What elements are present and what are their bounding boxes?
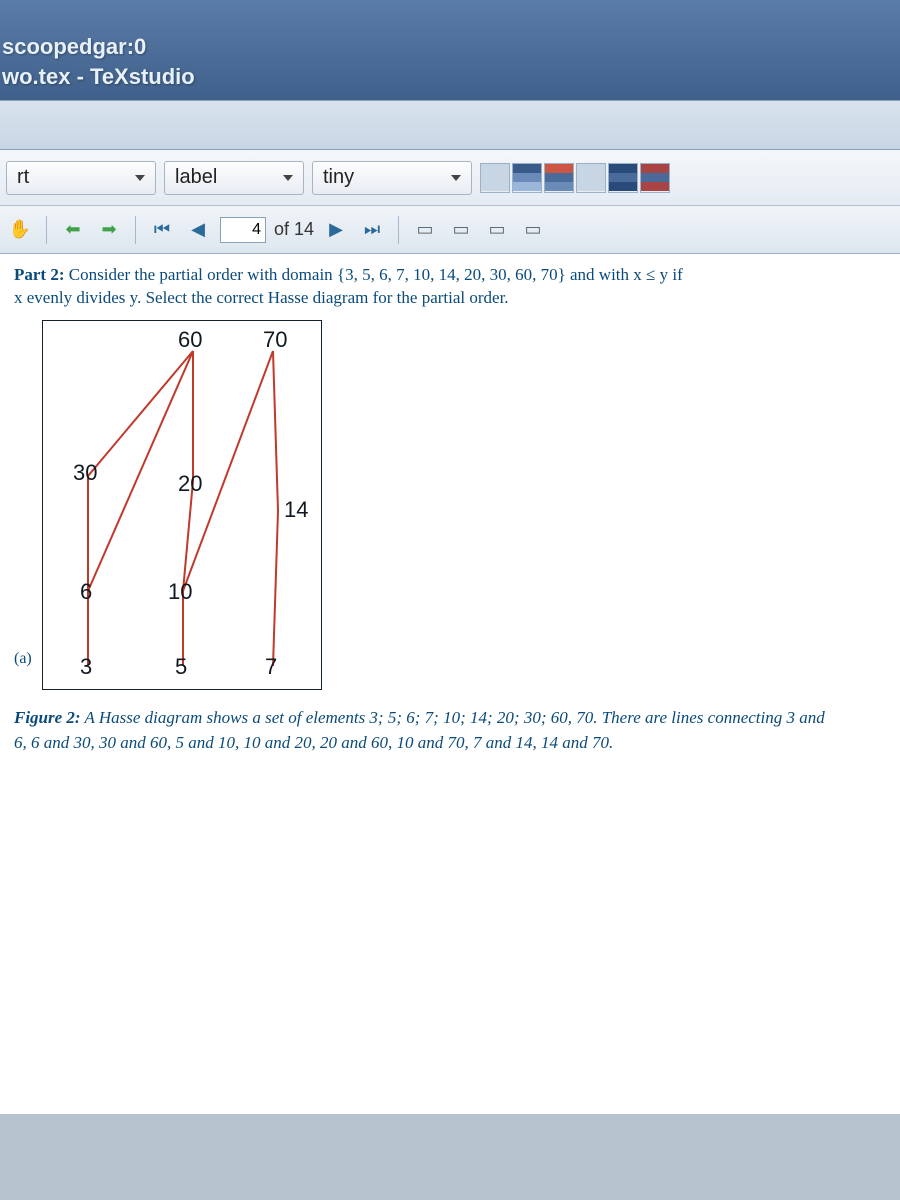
- pdf-page: Part 2: Consider the partial order with …: [0, 254, 900, 1114]
- section-dropdown[interactable]: rt: [6, 161, 156, 195]
- section-format-toolbar: rt label tiny: [0, 150, 900, 206]
- caption-figure-number: Figure 2:: [14, 708, 81, 727]
- column-layout-icon[interactable]: [544, 163, 574, 193]
- separator: [135, 216, 136, 244]
- svg-text:3: 3: [80, 654, 92, 679]
- column-layout-icon[interactable]: [608, 163, 638, 193]
- svg-text:20: 20: [178, 471, 202, 496]
- menubar-strip: [0, 100, 900, 150]
- last-page-icon[interactable]: ⏭: [358, 216, 386, 244]
- part-label: Part 2:: [14, 265, 65, 284]
- pdf-nav-toolbar: ✋ ⬅ ➡ ⏮ ◀ of 14 ▶ ⏭ ▭ ▭ ▭ ▭: [0, 206, 900, 254]
- svg-text:60: 60: [178, 327, 202, 352]
- column-layout-icon[interactable]: [640, 163, 670, 193]
- figure-label-a: (a): [14, 320, 32, 668]
- column-layout-icon[interactable]: [512, 163, 542, 193]
- size-dropdown[interactable]: tiny: [312, 161, 472, 195]
- hasse-diagram: 3 5 7 6 10 14 30 20 60 70: [42, 320, 322, 690]
- zoom-actual-icon[interactable]: ▭: [411, 216, 439, 244]
- column-layout-icon[interactable]: [480, 163, 510, 193]
- svg-text:10: 10: [168, 579, 192, 604]
- figure-caption: Figure 2: A Hasse diagram shows a set of…: [14, 706, 834, 755]
- svg-text:30: 30: [73, 460, 97, 485]
- figure-row: (a) 3 5 7 6 10 14 30 20 60 70: [14, 320, 886, 690]
- problem-statement: Part 2: Consider the partial order with …: [14, 264, 886, 310]
- zoom-width-icon[interactable]: ▭: [483, 216, 511, 244]
- page-total-label: of 14: [274, 219, 314, 240]
- svg-text:6: 6: [80, 579, 92, 604]
- zoom-fit-icon[interactable]: ▭: [447, 216, 475, 244]
- separator: [398, 216, 399, 244]
- zoom-custom-icon[interactable]: ▭: [519, 216, 547, 244]
- window-title-line2: wo.tex - TeXstudio: [0, 62, 900, 100]
- svg-text:14: 14: [284, 497, 308, 522]
- window-title-line1: scoopedgar:0: [0, 30, 900, 62]
- svg-text:7: 7: [265, 654, 277, 679]
- first-page-icon[interactable]: ⏮: [148, 216, 176, 244]
- prev-page-icon[interactable]: ◀: [184, 216, 212, 244]
- chevron-down-icon: [283, 175, 293, 181]
- chevron-down-icon: [451, 175, 461, 181]
- label-dropdown-label: label: [175, 166, 217, 189]
- separator: [46, 216, 47, 244]
- next-page-icon[interactable]: ▶: [322, 216, 350, 244]
- problem-line2: x evenly divides y. Select the correct H…: [14, 288, 509, 307]
- window-titlebar: scoopedgar:0 wo.tex - TeXstudio: [0, 0, 900, 100]
- chevron-down-icon: [135, 175, 145, 181]
- forward-icon[interactable]: ➡: [95, 216, 123, 244]
- hand-tool-icon[interactable]: ✋: [6, 216, 34, 244]
- size-dropdown-label: tiny: [323, 166, 354, 189]
- section-dropdown-label: rt: [17, 166, 29, 189]
- column-icon-group: [480, 163, 670, 193]
- label-dropdown[interactable]: label: [164, 161, 304, 195]
- svg-text:70: 70: [263, 327, 287, 352]
- problem-line1: Consider the partial order with domain {…: [65, 265, 683, 284]
- back-icon[interactable]: ⬅: [59, 216, 87, 244]
- svg-text:5: 5: [175, 654, 187, 679]
- caption-text: A Hasse diagram shows a set of elements …: [14, 708, 825, 752]
- column-layout-icon[interactable]: [576, 163, 606, 193]
- page-number-input[interactable]: [220, 217, 266, 243]
